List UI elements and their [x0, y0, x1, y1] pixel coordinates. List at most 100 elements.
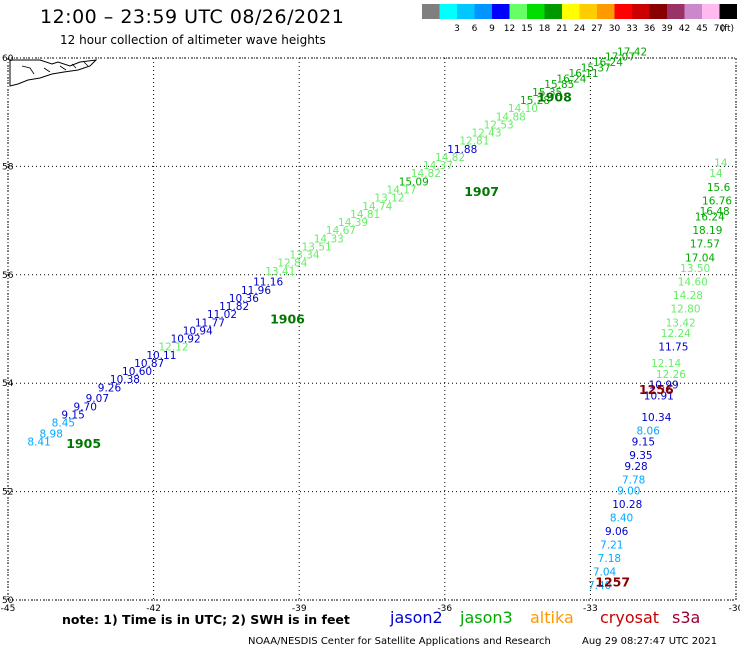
- wave-height-value: 14.88: [496, 111, 526, 123]
- wave-height-value: 15.37: [581, 63, 611, 75]
- lat-tick-label: 56: [2, 271, 14, 281]
- wave-height-value: 10.28: [612, 499, 642, 511]
- wave-height-value: 10.92: [171, 334, 201, 346]
- colorbar-swatch: [649, 4, 667, 19]
- wave-height-value: 15.6: [707, 182, 731, 194]
- pass-number-label: 1907: [464, 184, 499, 199]
- lat-tick-label: 58: [2, 162, 14, 172]
- wave-height-value: 8.98: [40, 428, 63, 440]
- wave-height-value: 15.28: [520, 95, 550, 107]
- pass-labels: 1908 1907 1906 1905 1256 1257: [66, 89, 674, 589]
- colorbar-swatch: [614, 4, 632, 19]
- colorbar-label: 18: [539, 24, 551, 34]
- colorbar-label: 70: [714, 24, 726, 34]
- wave-height-value: 7.21: [600, 540, 623, 552]
- wave-height-value: 17.04: [685, 252, 715, 264]
- pass-number-label: 1908: [537, 89, 572, 104]
- wave-height-value: 10.91: [644, 390, 674, 402]
- colorbar: 3 6 9 12 15 18 21 24 27 30 33 36 39 42 45 70(ft): [422, 4, 737, 34]
- wave-height-value: 14.10: [508, 103, 538, 115]
- colorbar-label: 15: [521, 24, 532, 34]
- wave-height-value: 14.37: [423, 160, 453, 172]
- wave-height-value: 12.24: [661, 328, 691, 340]
- pass-number-label: 1256: [639, 382, 674, 397]
- colorbar-swatch: [439, 4, 457, 19]
- wave-height-value: 15.85: [544, 79, 574, 91]
- wave-height-value: 16.48: [700, 206, 730, 218]
- colorbar-label: 39: [661, 24, 673, 34]
- colorbar-label: 12: [504, 24, 515, 34]
- wave-height-value: 9.00: [617, 485, 640, 497]
- wave-height-value: 14.17: [387, 185, 417, 197]
- wave-height-value: 10.94: [183, 325, 213, 337]
- wave-height-value: 15.35: [532, 87, 562, 99]
- wave-height-value: 10.38: [110, 374, 140, 386]
- wave-height-value: 14: [709, 168, 723, 180]
- colorbar-label: 6: [472, 24, 478, 34]
- pass-number-label: 1257: [595, 574, 630, 589]
- wave-height-value: 8.40: [610, 512, 633, 524]
- wave-height-value: 12.80: [670, 304, 700, 316]
- wave-height-value: 9.15: [632, 437, 655, 449]
- colorbar-swatch: [667, 4, 685, 19]
- wave-height-value: 15.09: [399, 176, 429, 188]
- coastline: [9, 59, 98, 87]
- wave-height-value: 10.60: [122, 366, 152, 378]
- colorbar-label: 36: [644, 24, 656, 34]
- wave-height-value: 7.04: [593, 567, 617, 579]
- lon-tick-label: -39: [292, 604, 307, 614]
- colorbar-swatch: [474, 4, 492, 19]
- lat-tick-label: 50: [2, 596, 14, 606]
- wave-height-value: 13.50: [680, 263, 710, 275]
- wave-height-value: 16.24: [556, 73, 586, 85]
- wave-height-value: 9.28: [624, 461, 647, 473]
- wave-height-value: 11.88: [447, 144, 477, 156]
- wave-height-value: 13.34: [289, 250, 319, 262]
- pass-number-label: 1906: [270, 312, 305, 327]
- wave-height-value: 13.42: [666, 317, 696, 329]
- colorbar-swatch: [457, 4, 475, 19]
- colorbar-swatch: [684, 4, 702, 19]
- credit-text: NOAA/NESDIS Center for Satellite Applica…: [248, 636, 551, 647]
- wave-height-value: 7.78: [622, 474, 645, 486]
- wave-height-value: 17.07: [605, 52, 635, 64]
- wave-height-value: 11.77: [195, 317, 225, 329]
- lon-tick-label: -30: [729, 604, 740, 614]
- colorbar-swatch: [492, 4, 510, 19]
- satellite-legend-jason3: jason3: [460, 608, 513, 627]
- colorbar-label: 42: [679, 24, 690, 34]
- colorbar-swatch: [597, 4, 615, 19]
- wave-height-value: 8.41: [27, 437, 50, 449]
- colorbar-label: 9: [489, 24, 495, 34]
- footnote: note: 1) Time is in UTC; 2) SWH is in fe…: [62, 612, 350, 627]
- lat-tick-label: 60: [2, 54, 14, 64]
- wave-height-value: 10.11: [146, 350, 176, 362]
- colorbar-swatch: [509, 4, 527, 19]
- wave-height-value: 10.99: [649, 380, 679, 392]
- satellite-legend-jason2: jason2: [390, 608, 443, 627]
- wave-height-value: 12.53: [484, 119, 514, 131]
- colorbar-swatch: [719, 4, 737, 19]
- satellite-legend-cryosat: cryosat: [600, 608, 660, 627]
- wave-height-value: 14.39: [338, 217, 368, 229]
- lon-tick-label: -36: [437, 604, 452, 614]
- axis-ticks: -45 -42 -39 -36 -33 -30 60 58 56 54 52 50: [1, 54, 740, 614]
- wave-height-value: 17.57: [690, 239, 720, 251]
- wave-height-value: 11.75: [658, 342, 688, 354]
- wave-height-value: 12.84: [277, 258, 307, 270]
- wave-height-value: 12.14: [651, 358, 681, 370]
- wave-height-value: 13.51: [302, 241, 332, 253]
- lat-tick-label: 52: [2, 488, 13, 498]
- wave-height-value: 16.11: [569, 68, 599, 80]
- wave-height-value: 9.15: [61, 409, 84, 421]
- wave-height-value: 11.16: [253, 277, 283, 289]
- wave-height-value: 14.81: [350, 209, 380, 221]
- satellite-legend-altika: altika: [530, 608, 574, 627]
- wave-height-value: 7.18: [598, 553, 621, 565]
- wave-height-value: 9.07: [86, 393, 109, 405]
- colorbar-label: 21: [556, 24, 567, 34]
- wave-height-value: 16.76: [702, 195, 732, 207]
- wave-height-value: 14.67: [326, 225, 356, 237]
- colorbar-label: 3: [454, 24, 460, 34]
